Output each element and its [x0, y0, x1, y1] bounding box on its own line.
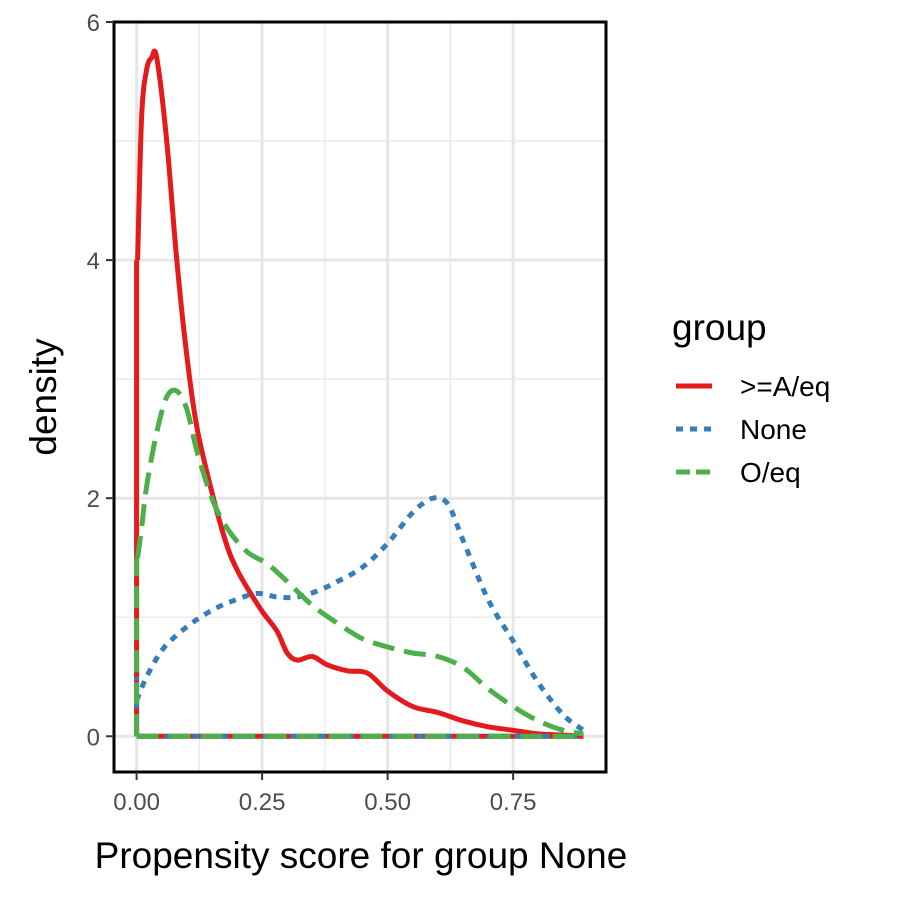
x-tick-label: 0.50: [364, 789, 411, 816]
series-o-eq: [134, 387, 584, 739]
y-tick-label: 2: [87, 486, 100, 513]
y-tick-label: 4: [87, 248, 100, 275]
x-tick-label: 0.00: [113, 789, 160, 816]
series-line: [134, 495, 585, 733]
x-tick-label: 0.25: [239, 789, 286, 816]
series-line: [135, 387, 584, 737]
y-tick-label: 6: [87, 10, 100, 37]
panel-border: [112, 20, 608, 774]
grid-lines: [114, 20, 606, 772]
legend-label: >=A/eq: [740, 371, 830, 402]
x-axis-title: Propensity score for group None: [95, 835, 628, 876]
series-layer: [134, 48, 585, 739]
legend: group >=A/eq None O/eq: [672, 307, 830, 488]
x-tick-label: 0.75: [490, 789, 537, 816]
legend-label: None: [740, 414, 807, 445]
series-line: [135, 48, 584, 739]
y-axis-title: density: [23, 338, 64, 456]
legend-title: group: [672, 307, 767, 348]
y-tick-label: 0: [87, 724, 100, 751]
legend-label: O/eq: [740, 457, 801, 488]
series-a-eq: [134, 48, 584, 739]
axis-ticks: 0.00 0.25 0.50 0.75 0 2 4 6: [87, 10, 537, 816]
